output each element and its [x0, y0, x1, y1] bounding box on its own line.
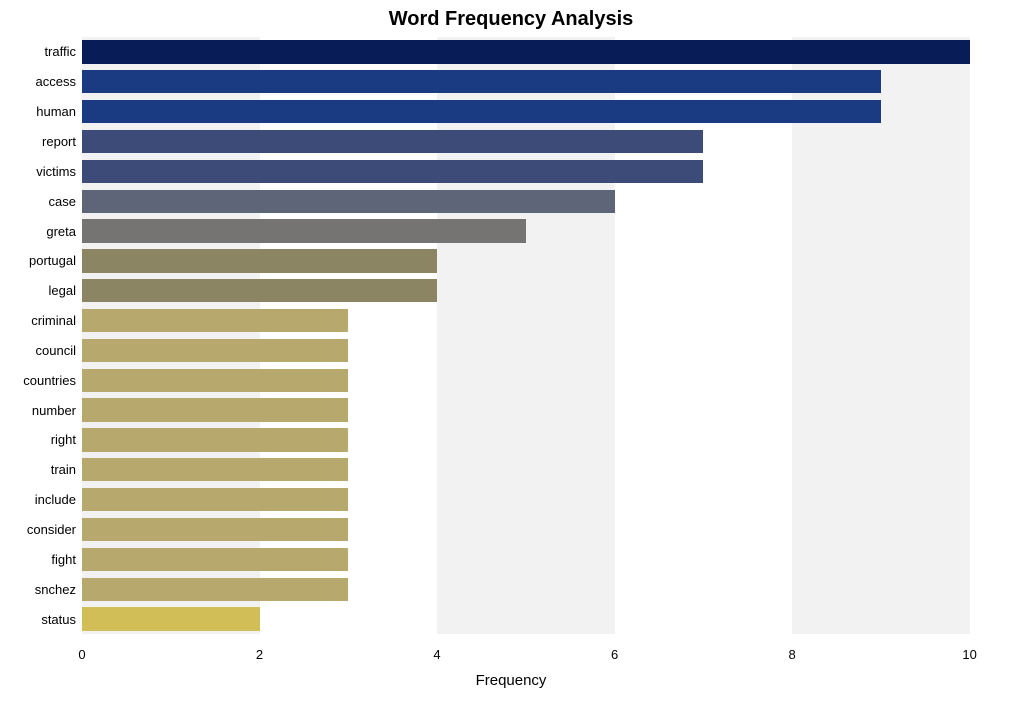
bar: [82, 458, 348, 481]
y-tick-label: consider: [27, 522, 76, 537]
bar-row: [82, 369, 1014, 392]
bar-row: [82, 488, 1014, 511]
bar-row: [82, 548, 1014, 571]
y-tick-label: criminal: [31, 313, 76, 328]
y-tick-label: report: [42, 134, 76, 149]
x-tick-label: 6: [611, 647, 618, 662]
bar: [82, 428, 348, 451]
bar: [82, 578, 348, 601]
x-tick-label: 8: [788, 647, 795, 662]
grid-band: [260, 37, 438, 634]
plot-area: [82, 37, 1014, 634]
y-tick-label: countries: [23, 373, 76, 388]
bar: [82, 40, 970, 63]
bar-row: [82, 70, 1014, 93]
bar: [82, 339, 348, 362]
y-tick-label: legal: [49, 283, 76, 298]
y-tick-label: status: [41, 612, 76, 627]
x-tick-label: 10: [962, 647, 976, 662]
chart-container: Word Frequency Analysis Frequency traffi…: [0, 0, 1022, 701]
grid-band: [437, 37, 615, 634]
x-axis-label: Frequency: [0, 672, 1022, 689]
y-tick-label: council: [36, 343, 76, 358]
bar-row: [82, 219, 1014, 242]
bar-row: [82, 398, 1014, 421]
bar: [82, 190, 615, 213]
y-tick-label: train: [51, 462, 76, 477]
y-tick-label: number: [32, 403, 76, 418]
y-tick-label: case: [49, 194, 76, 209]
bar-row: [82, 279, 1014, 302]
bar-row: [82, 249, 1014, 272]
grid-band: [792, 37, 970, 634]
bar-row: [82, 160, 1014, 183]
bar: [82, 219, 526, 242]
bar: [82, 398, 348, 421]
grid-band: [970, 37, 1014, 634]
bar-row: [82, 607, 1014, 630]
bar: [82, 488, 348, 511]
bar-row: [82, 518, 1014, 541]
bar: [82, 548, 348, 571]
bar-row: [82, 458, 1014, 481]
bar: [82, 130, 703, 153]
x-tick-label: 2: [256, 647, 263, 662]
bar-row: [82, 578, 1014, 601]
y-tick-label: include: [35, 492, 76, 507]
bar: [82, 369, 348, 392]
bar: [82, 279, 437, 302]
bar-row: [82, 309, 1014, 332]
bar: [82, 70, 881, 93]
bar: [82, 607, 260, 630]
x-tick-label: 0: [78, 647, 85, 662]
y-tick-label: portugal: [29, 253, 76, 268]
y-tick-label: snchez: [35, 582, 76, 597]
y-tick-label: access: [36, 74, 76, 89]
y-tick-label: greta: [46, 224, 76, 239]
grid-band: [82, 37, 260, 634]
y-tick-label: right: [51, 432, 76, 447]
bar-row: [82, 130, 1014, 153]
y-tick-label: traffic: [44, 44, 76, 59]
bar-row: [82, 339, 1014, 362]
bar-row: [82, 190, 1014, 213]
y-tick-label: fight: [51, 552, 76, 567]
bar-row: [82, 40, 1014, 63]
y-tick-label: human: [36, 104, 76, 119]
bar: [82, 518, 348, 541]
bar-row: [82, 428, 1014, 451]
bar: [82, 160, 703, 183]
chart-title: Word Frequency Analysis: [0, 8, 1022, 31]
y-tick-label: victims: [36, 164, 76, 179]
bar: [82, 309, 348, 332]
bar: [82, 100, 881, 123]
x-tick-label: 4: [433, 647, 440, 662]
grid-band: [615, 37, 793, 634]
bar-row: [82, 100, 1014, 123]
bar: [82, 249, 437, 272]
